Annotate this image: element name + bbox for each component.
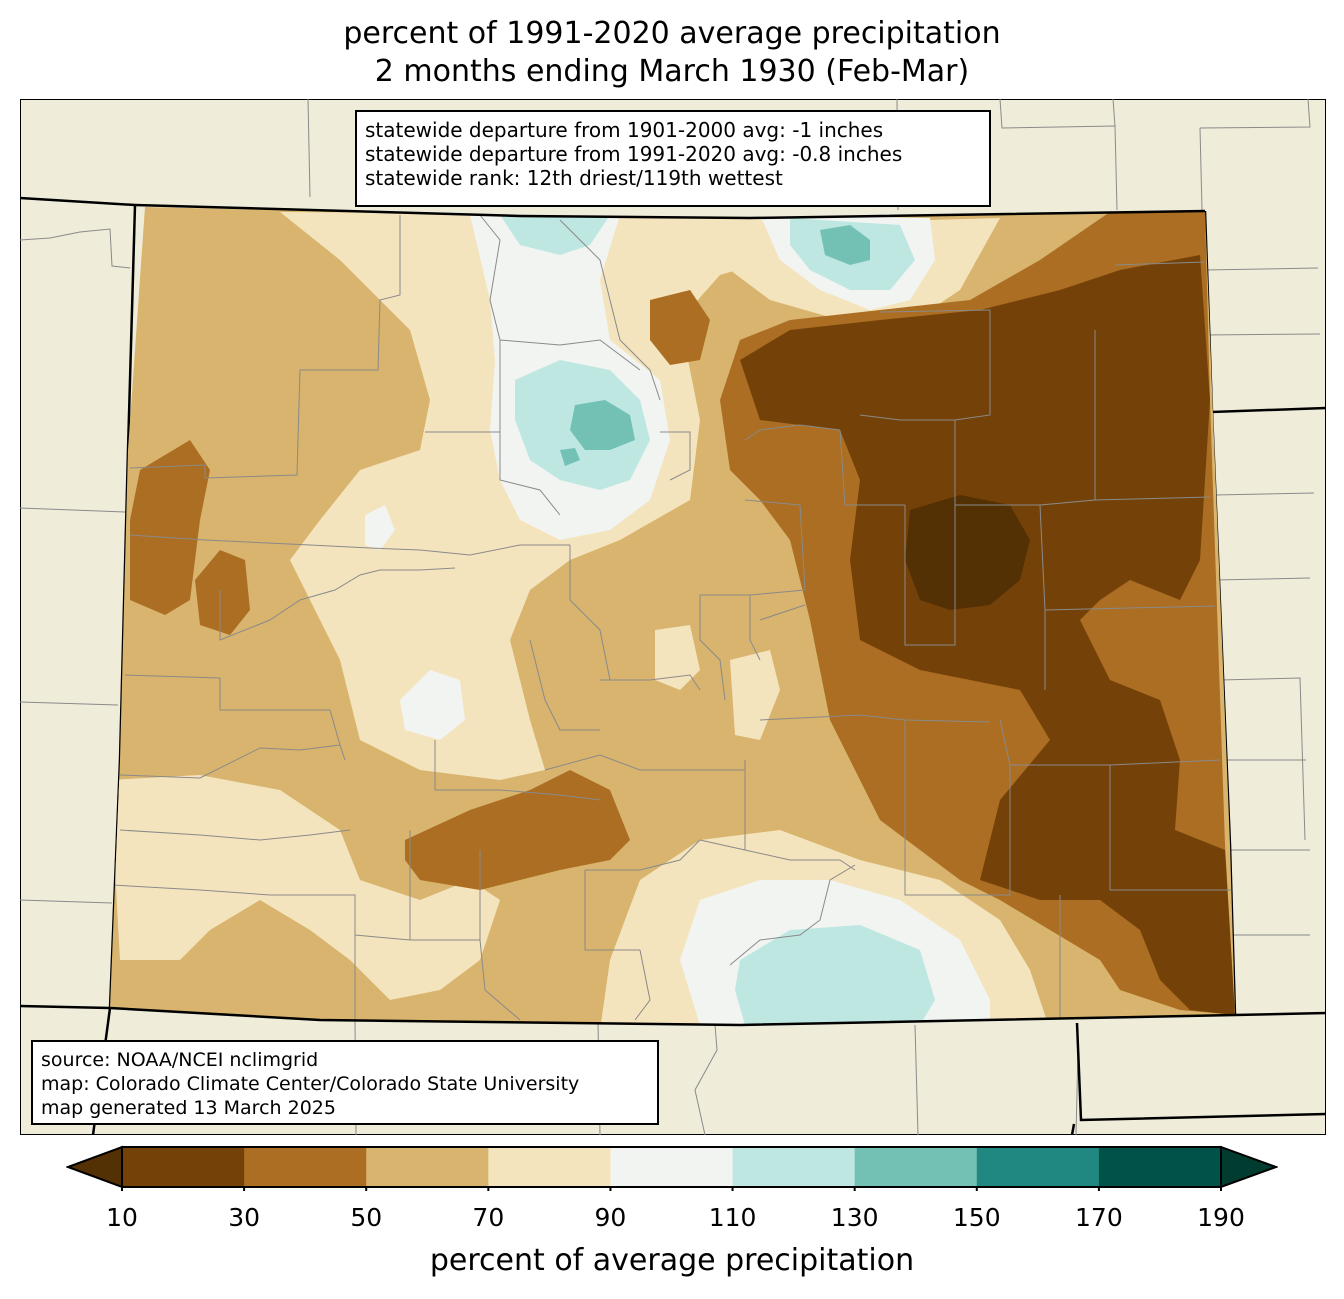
colorbar-segment [488,1147,611,1187]
colorbar-segment [732,1147,856,1187]
map-credit-line: map: Colorado Climate Center/Colorado St… [41,1073,580,1095]
colorbar-tick-label: 170 [1075,1203,1123,1232]
colorado-outline [109,203,1236,1027]
colorbar-tick-label: 70 [472,1203,505,1232]
colorbar-segment [976,1147,1100,1187]
colorbar [66,1145,1278,1191]
colorbar-segment [610,1147,734,1187]
map-title-line-1: percent of 1991-2020 average precipitati… [343,16,1001,51]
precipitation-contours [110,207,1235,1025]
colorbar-tick-label: 110 [708,1203,757,1232]
colorbar-frame [121,1146,1222,1188]
source-line: source: NOAA/NCEI nclimgrid [41,1049,319,1071]
colorbar-label: percent of average precipitation [429,1243,915,1278]
colorbar-segment [122,1147,245,1187]
stats-line-departure-1901: statewide departure from 1901-2000 avg: … [365,118,884,142]
colorbar-segment [1098,1147,1222,1187]
colorbar-tick-label: 130 [830,1203,879,1232]
colorbar-segment [854,1147,978,1187]
stats-line-departure-1991: statewide departure from 1991-2020 avg: … [365,142,903,166]
county-boundaries [111,214,1235,1021]
colorbar-tick-label: 30 [228,1203,261,1232]
colorbar-tick-label: 10 [106,1203,138,1232]
colorbar-segment [366,1147,489,1187]
statewide-stats-box: statewide departure from 1901-2000 avg: … [355,110,991,207]
colorbar-tick-label: 190 [1197,1203,1245,1232]
colorbar-under-arrow [66,1145,123,1189]
generated-date-line: map generated 13 March 2025 [41,1097,336,1119]
colorbar-tick-label: 150 [952,1203,1001,1232]
colorbar-tick-label: 50 [350,1203,383,1232]
colorbar-tick-label: 90 [594,1203,627,1232]
colorbar-segment [244,1147,367,1187]
stats-line-rank: statewide rank: 12th driest/119th wettes… [365,166,783,190]
source-box: source: NOAA/NCEI nclimgrid map: Colorad… [31,1040,659,1125]
colorbar-over-arrow [1220,1145,1278,1189]
map-title-line-2: 2 months ending March 1930 (Feb-Mar) [374,54,970,89]
precipitation-map [20,99,1326,1135]
